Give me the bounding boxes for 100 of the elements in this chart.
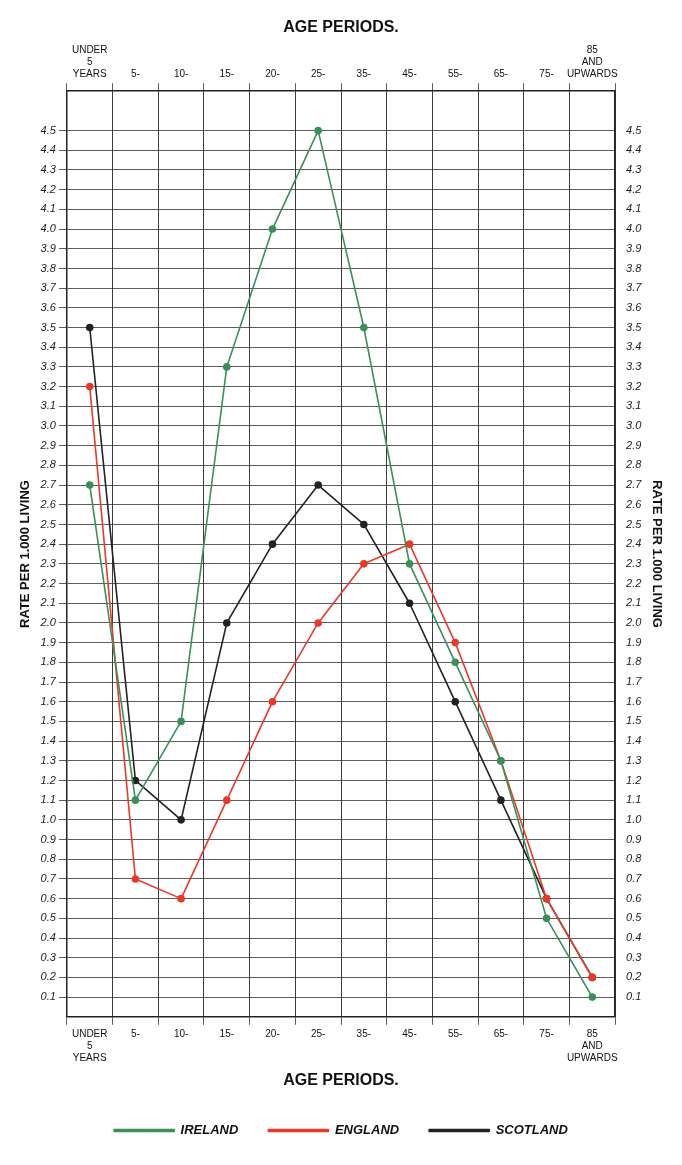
- point: [85, 382, 94, 391]
- point: [177, 894, 185, 903]
- point: [268, 225, 277, 233]
- x-tick-label: 65-: [493, 1027, 509, 1039]
- y-tick-label: 1.8: [40, 655, 57, 668]
- y2-tick-label: 0.7: [626, 872, 643, 885]
- point: [85, 481, 94, 489]
- y2-tick-label: 3.7: [626, 281, 643, 294]
- y2-tick-label: 2.1: [625, 596, 642, 609]
- category-label: 55-: [447, 67, 463, 79]
- point: [268, 540, 277, 548]
- point: [314, 481, 322, 489]
- y-tick-label: 0.7: [40, 872, 57, 885]
- y2-tick-label: 4.2: [626, 182, 642, 195]
- y-tick-label: 3.9: [40, 241, 56, 254]
- y-tick-label: 3.5: [40, 320, 57, 333]
- y2-tick-label: 0.2: [626, 970, 642, 983]
- y-tick-label: 0.2: [40, 970, 56, 983]
- y2-tick-label: 2.7: [625, 478, 643, 491]
- y-tick-label: 2.0: [39, 615, 57, 628]
- y2-tick-label: 3.8: [626, 261, 643, 274]
- y-tick-label: 1.9: [40, 635, 56, 648]
- y2-tick-label: 4.4: [626, 143, 642, 156]
- y2-tick-label: 0.1: [626, 990, 642, 1003]
- y2-tick-label: 2.8: [625, 458, 643, 471]
- y-tick-label: 4.2: [40, 182, 56, 195]
- y-tick-label: 3.6: [40, 300, 57, 313]
- point: [222, 619, 231, 627]
- y-tick-label: 2.2: [39, 576, 56, 589]
- point: [497, 796, 505, 804]
- y-axis-title: RATE PER 1.000 LIVING: [17, 480, 33, 628]
- point: [131, 875, 140, 883]
- y2-tick-label: 3.9: [626, 241, 642, 254]
- y-tick-label: 4.3: [40, 163, 57, 176]
- y-tick-label: 2.1: [39, 596, 56, 609]
- y2-tick-label: 1.8: [626, 655, 643, 668]
- y-tick-label: 4.4: [40, 143, 56, 156]
- point: [314, 126, 322, 135]
- y-tick-label: 0.1: [40, 990, 56, 1003]
- category-label: 45-: [402, 67, 417, 79]
- category-label: 5-: [130, 67, 140, 79]
- y2-tick-label: 1.5: [626, 714, 643, 727]
- y2-tick-label: 4.5: [626, 123, 643, 136]
- y-tick-label: 3.7: [40, 281, 57, 294]
- point: [451, 697, 460, 706]
- x-axis-title: AGE PERIODS.: [283, 1070, 399, 1088]
- y-tick-label: 4.5: [40, 123, 57, 136]
- y-tick-label: 0.9: [40, 832, 56, 845]
- category-label: UNDER 5 YEARS: [71, 43, 108, 79]
- y2-tick-label: 1.2: [626, 773, 642, 786]
- category-label: 35-: [356, 67, 372, 79]
- y-tick-label: 0.4: [40, 931, 56, 944]
- y2-tick-label: 2.6: [625, 497, 643, 510]
- y-tick-label: 0.8: [40, 852, 57, 865]
- y2-tick-label: 0.6: [626, 891, 643, 904]
- x-tick-label: 75-: [539, 1027, 554, 1039]
- y-tick-label: 2.4: [39, 537, 56, 550]
- y2-tick-label: 4.0: [626, 222, 643, 235]
- point: [405, 599, 414, 608]
- legend-label: SCOTLAND: [495, 1122, 569, 1138]
- y2-tick-label: 1.0: [626, 812, 643, 825]
- point: [222, 363, 231, 371]
- x-tick-label: 15-: [219, 1027, 235, 1039]
- point: [177, 717, 185, 726]
- category-label: 75-: [539, 67, 554, 79]
- point: [405, 560, 414, 568]
- point: [451, 658, 460, 667]
- y2-tick-label: 2.2: [625, 576, 642, 589]
- y2-tick-label: 0.5: [626, 911, 643, 924]
- y2-tick-label: 2.4: [625, 537, 642, 550]
- y2-tick-label: 3.1: [626, 399, 642, 412]
- y2-tick-label: 2.3: [625, 556, 643, 569]
- point: [542, 914, 551, 923]
- y-tick-label: 0.6: [40, 891, 57, 904]
- y-tick-label: 2.6: [39, 497, 57, 510]
- point: [360, 520, 368, 529]
- y2-tick-label: 3.6: [626, 300, 643, 313]
- y-tick-label: 3.2: [40, 379, 56, 392]
- y2-axis-title: RATE PER 1.000 LIVING: [649, 480, 665, 628]
- point: [131, 796, 140, 804]
- x2-axis-title: AGE PERIODS.: [283, 18, 399, 36]
- x-tick-label: 85 AND UPWARDS: [566, 1027, 618, 1063]
- point: [588, 993, 597, 1001]
- y-tick-label: 1.0: [40, 812, 57, 825]
- y-tick-label: 4.0: [40, 222, 57, 235]
- y2-tick-label: 1.3: [626, 753, 643, 766]
- y2-tick-label: 1.9: [626, 635, 642, 648]
- y2-tick-label: 3.0: [626, 419, 643, 432]
- legend-label: ENGLAND: [334, 1122, 400, 1138]
- y-tick-label: 1.1: [40, 793, 56, 806]
- y2-tick-label: 3.3: [626, 359, 643, 372]
- point: [360, 560, 368, 568]
- y-tick-label: 1.2: [40, 773, 56, 786]
- legend-label: IRELAND: [180, 1122, 239, 1138]
- category-label: 85 AND UPWARDS: [566, 43, 618, 79]
- y-tick-label: 1.4: [40, 734, 56, 747]
- x-tick-label: 5-: [130, 1027, 140, 1039]
- y2-tick-label: 0.9: [626, 832, 642, 845]
- category-label: 15-: [219, 67, 235, 79]
- y2-tick-label: 3.5: [626, 320, 643, 333]
